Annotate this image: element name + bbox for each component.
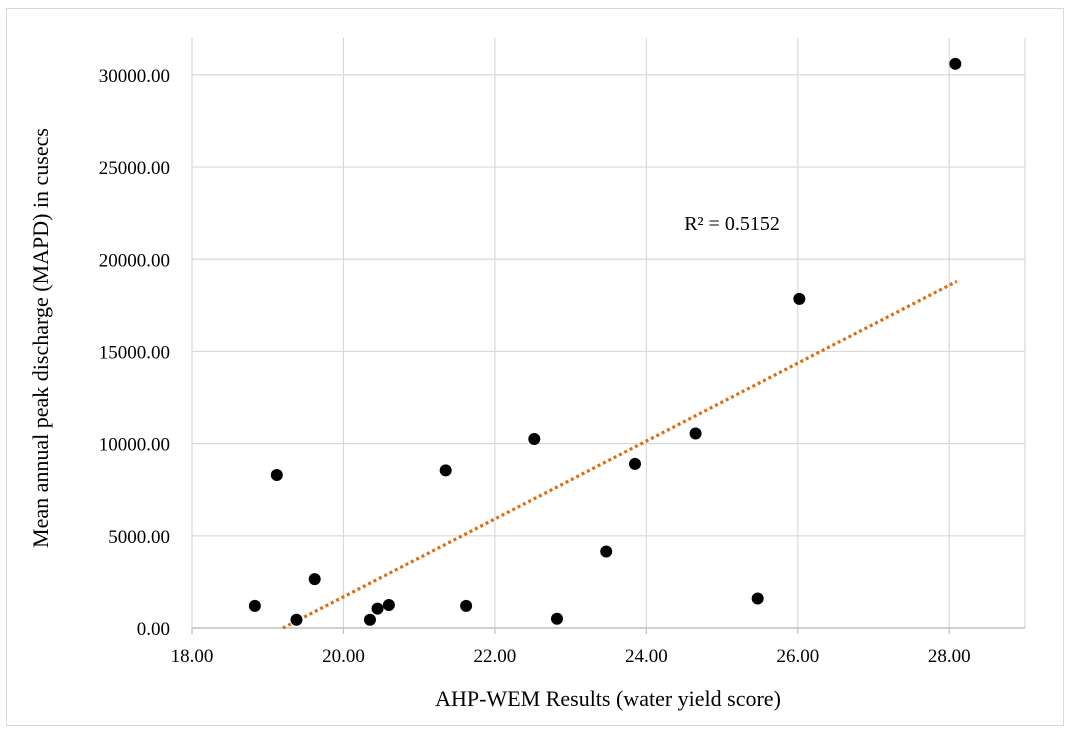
x-tick-label: 26.00 (776, 646, 819, 667)
data-point (382, 598, 395, 611)
chart-frame (6, 8, 1064, 726)
y-tick-label: 10000.00 (99, 435, 170, 456)
x-tick-label: 22.00 (474, 646, 517, 667)
x-tick-label: 18.00 (171, 646, 214, 667)
x-tick-labels: 18.00 20.00 22.00 24.00 26.00 28.00 (171, 646, 971, 667)
data-point (308, 573, 321, 586)
data-point (949, 57, 962, 70)
data-point (248, 599, 261, 612)
trendline (282, 279, 958, 630)
data-point (629, 457, 642, 470)
x-tick-label: 20.00 (322, 646, 365, 667)
data-point (290, 613, 303, 626)
data-point (689, 427, 702, 440)
data-points (248, 57, 962, 626)
y-tick-label: 25000.00 (99, 158, 170, 179)
data-point (751, 592, 764, 605)
trendline-layer (282, 279, 958, 630)
y-axis-title: Mean annual peak discharge (MAPD) in cus… (28, 128, 53, 548)
y-tick-label: 15000.00 (99, 342, 170, 363)
x-tick-label: 24.00 (625, 646, 668, 667)
axes (191, 38, 1025, 634)
data-point (363, 613, 376, 626)
data-point (793, 292, 806, 305)
y-tick-label: 30000.00 (99, 66, 170, 87)
y-tick-label: 0.00 (137, 619, 170, 640)
r-squared-annotation: R² = 0.5152 (684, 213, 780, 235)
data-point (528, 433, 541, 446)
data-point (439, 464, 452, 477)
y-tick-label: 20000.00 (99, 250, 170, 271)
y-tick-labels: 0.00 5000.00 10000.00 15000.00 20000.00 25000… (99, 66, 170, 640)
y-tick-label: 5000.00 (108, 527, 170, 548)
x-axis-title: AHP-WEM Results (water yield score) (435, 686, 781, 711)
data-point (460, 599, 473, 612)
data-point (600, 545, 613, 558)
x-tick-label: 28.00 (928, 646, 971, 667)
data-point (371, 602, 384, 615)
gridlines (192, 38, 1026, 628)
data-point (551, 612, 564, 625)
data-point (270, 468, 283, 481)
